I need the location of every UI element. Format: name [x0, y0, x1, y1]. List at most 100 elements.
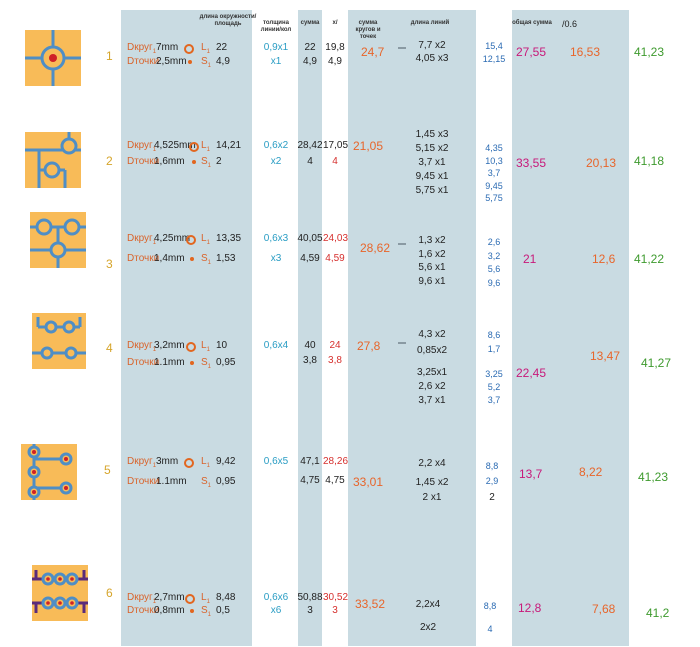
thickness-2: x6 [270, 605, 282, 616]
dcircle-label: Dкруг [127, 42, 153, 53]
ring-icon [185, 594, 195, 604]
s-label: S1 [201, 605, 211, 621]
thickness-2: x1 [270, 56, 282, 67]
line-item: 7,7 x2 [418, 40, 446, 51]
l-letter: L [201, 456, 207, 467]
final-value: 41,2 [646, 606, 670, 620]
sum-1: 22 [304, 42, 316, 53]
s-label: S1 [201, 156, 211, 172]
dcircle-sub: 1 [152, 347, 157, 353]
header-circles-points: сумма кругов и точек [355, 20, 381, 40]
s-sub: 1 [207, 612, 212, 618]
sum-1: 50,88 [297, 592, 323, 603]
line-length: 5,75 [485, 193, 503, 203]
d-point-value: 1.1mm [154, 357, 185, 368]
dcircle-sub: 1 [152, 240, 157, 246]
final-value: 41,27 [641, 356, 672, 370]
thickness-1: 0,6x6 [263, 592, 289, 603]
line-item: 3,7 x1 [418, 395, 446, 406]
l-label: L1 [201, 592, 210, 608]
line-length: 1,7 [487, 344, 501, 354]
row-number: 5 [104, 463, 111, 477]
s-value: 0,95 [216, 476, 236, 487]
line-length: 2 [489, 492, 495, 503]
line-length: 3,25 [485, 369, 503, 379]
line-item: 2,2 x4 [418, 458, 446, 469]
line-length: 8,8 [485, 461, 499, 471]
header-x: x/ [332, 20, 338, 26]
dash [398, 243, 406, 245]
l-sub: 1 [206, 463, 210, 469]
total-sum: 21 [523, 252, 537, 266]
dot-icon [188, 60, 192, 64]
l-letter: L [201, 42, 207, 53]
x-2: 4 [332, 156, 338, 167]
x-1: 19,8 [325, 42, 345, 53]
d-circle-value: 4,25mm [154, 233, 191, 244]
d-point-value: 2,5mm [156, 56, 187, 67]
d-circle-value: 7mm [156, 42, 179, 53]
line-length: 4,35 [485, 143, 503, 153]
dcircle-line: Dкруг1 [127, 140, 156, 156]
dcircle-line: Dкруг1 [127, 592, 156, 608]
divided-value: 16,53 [570, 45, 601, 59]
l-value: 22 [216, 42, 228, 53]
total-sum: 27,55 [516, 45, 547, 59]
s-value: 4,9 [216, 56, 230, 67]
dcircle-sub: 1 [152, 147, 157, 153]
s-value: 2 [216, 156, 222, 167]
pattern-icon-2 [25, 132, 81, 188]
header-div: /0.6 [562, 19, 578, 29]
s-letter: S [201, 476, 208, 487]
sum-1: 40,05 [297, 233, 323, 244]
sum-1: 40 [304, 340, 316, 351]
row-number: 4 [106, 341, 113, 355]
sum-2: 4,59 [300, 253, 320, 264]
l-value: 10 [216, 340, 228, 351]
sum-1: 47,1 [300, 456, 320, 467]
dcircle-line: Dкруг1 [127, 456, 156, 472]
final-value: 41,22 [634, 252, 665, 266]
dcircle-label: Dкруг [127, 456, 153, 467]
total-sum: 33,55 [516, 156, 547, 170]
l-value: 13,35 [216, 233, 242, 244]
x-1: 17,05 [323, 140, 349, 151]
sum-2: 4,75 [300, 475, 320, 486]
line-length: 4 [487, 624, 493, 634]
line-item: 3,25x1 [416, 367, 448, 378]
l-value: 9,42 [216, 456, 236, 467]
column-band-sum [298, 10, 322, 646]
l-letter: L [201, 233, 207, 244]
l-sub: 1 [206, 347, 210, 353]
header-length: длина окружности/ площадь [199, 14, 257, 27]
line-item: 2,6 x2 [418, 381, 446, 392]
column-band-total [512, 10, 629, 646]
l-label: L1 [201, 140, 210, 156]
l-sub: 1 [206, 49, 210, 55]
s-sub: 1 [207, 163, 212, 169]
dpoint-label: Dточки [127, 156, 160, 167]
d-circle-value: 3mm [156, 456, 179, 467]
line-length: 3,7 [487, 168, 501, 178]
x-2: 4,75 [325, 475, 345, 486]
line-length: 5,6 [487, 264, 501, 274]
ring-icon [184, 44, 194, 54]
s-letter: S [201, 156, 208, 167]
d-circle-value: 4,525mm [154, 140, 196, 151]
ring-icon [189, 142, 199, 152]
sum-2: 4,9 [303, 56, 317, 67]
line-length: 8,8 [483, 601, 497, 611]
circles-points-sum: 24,7 [361, 45, 385, 59]
divided-value: 12,6 [592, 252, 616, 266]
thickness-2: x2 [270, 156, 282, 167]
line-item: 1,45 x2 [415, 477, 449, 488]
line-item: 1,3 x2 [418, 235, 446, 246]
dpoint-line: Dточки [127, 605, 159, 617]
dot-icon [190, 609, 194, 613]
final-value: 41,23 [638, 470, 669, 484]
dpoint-label: Dточки [127, 357, 160, 368]
sum-2: 4 [307, 156, 313, 167]
s-sub: 1 [207, 260, 212, 266]
dpoint-label: Dточки [127, 605, 160, 616]
line-item: 5,75 x1 [415, 185, 449, 196]
